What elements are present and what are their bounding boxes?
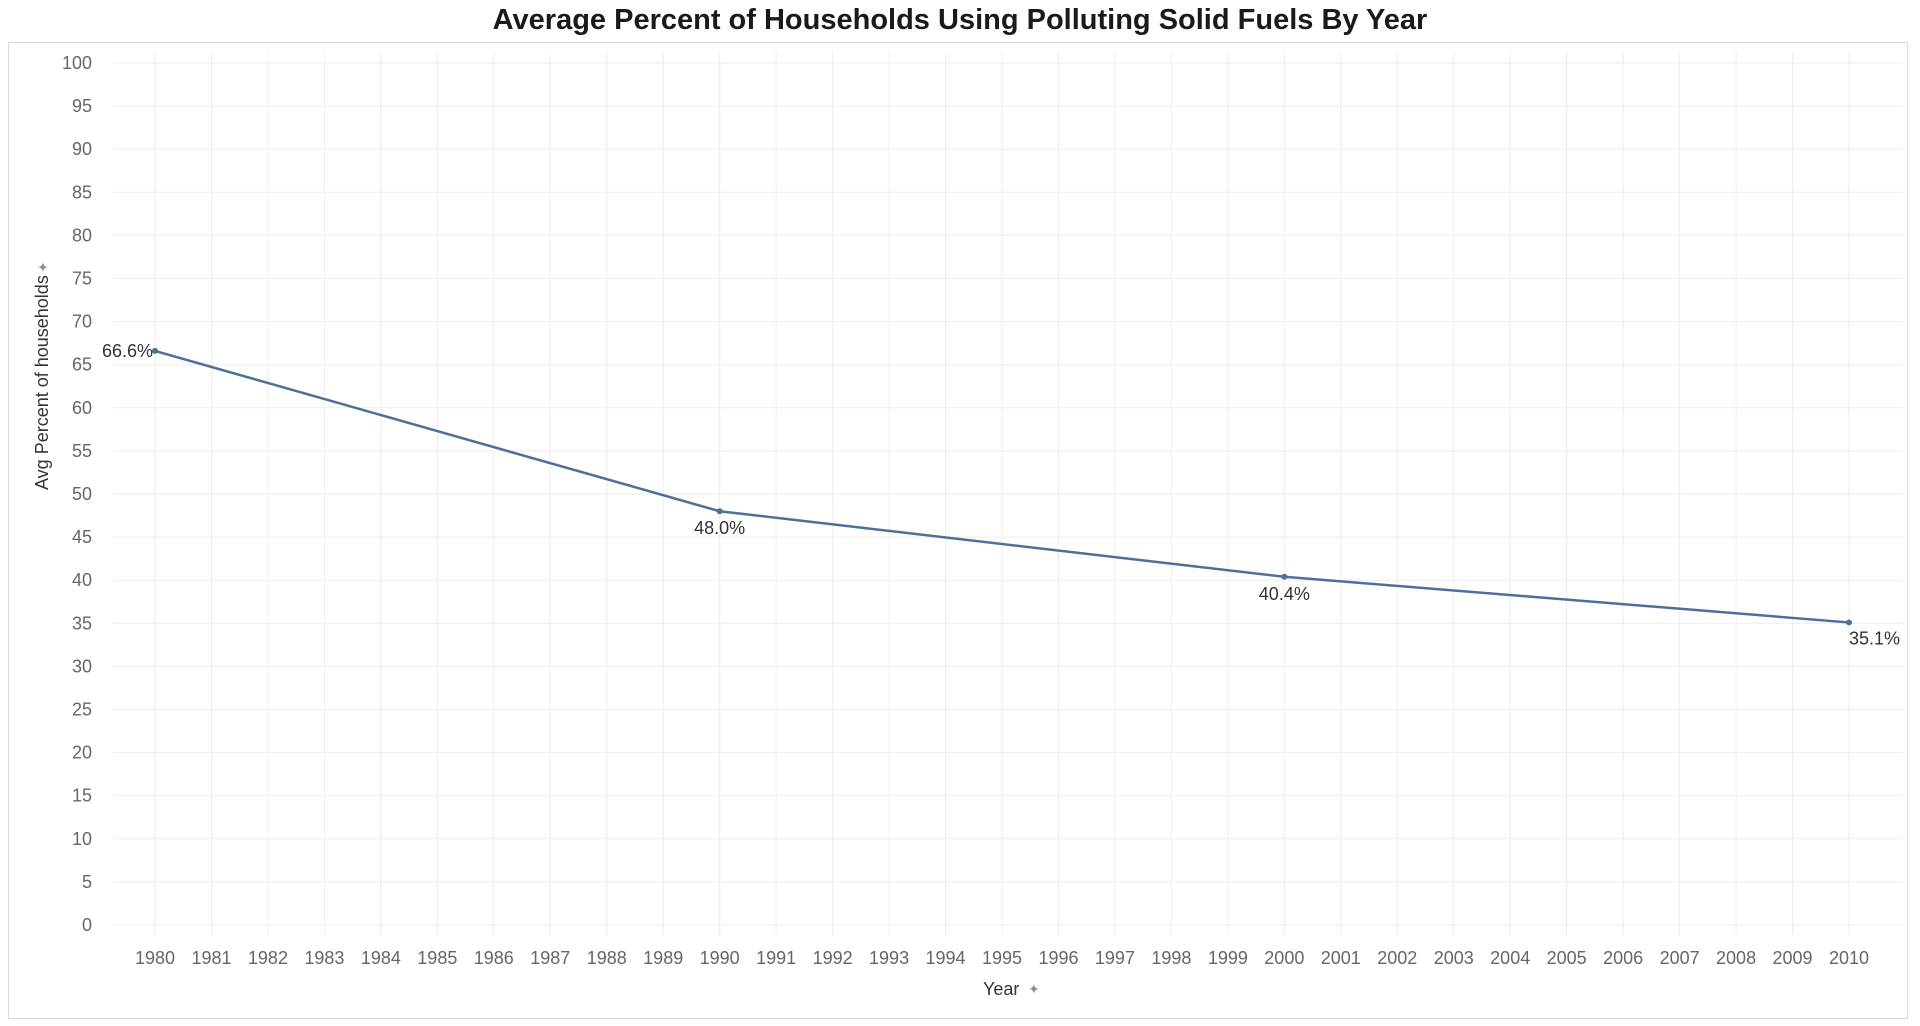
y-tick-label: 50 bbox=[72, 484, 92, 504]
data-label: 48.0% bbox=[694, 518, 745, 538]
x-tick-label: 2003 bbox=[1434, 948, 1474, 968]
x-tick-label: 1991 bbox=[756, 948, 796, 968]
y-tick-label: 85 bbox=[72, 182, 92, 202]
y-tick-label: 75 bbox=[72, 269, 92, 289]
x-tick-label: 2010 bbox=[1829, 948, 1869, 968]
x-tick-label: 1981 bbox=[191, 948, 231, 968]
pin-icon[interactable]: ✦ bbox=[35, 261, 51, 273]
x-tick-label: 1982 bbox=[248, 948, 288, 968]
x-tick-label: 1987 bbox=[530, 948, 570, 968]
x-tick-label: 1996 bbox=[1038, 948, 1078, 968]
x-tick-label: 2006 bbox=[1603, 948, 1643, 968]
pin-icon[interactable]: ✦ bbox=[1028, 981, 1040, 997]
y-axis-ticks: 0 5 10 15 20 25 30 35 40 45 50 55 60 65 70 75 80 85 90 95 10… bbox=[62, 53, 92, 935]
x-tick-label: 1984 bbox=[361, 948, 401, 968]
y-tick-label: 45 bbox=[72, 527, 92, 547]
x-tick-label: 2007 bbox=[1660, 948, 1700, 968]
data-label: 40.4% bbox=[1259, 584, 1310, 604]
data-point bbox=[152, 347, 158, 354]
y-tick-label: 10 bbox=[72, 829, 92, 849]
x-tick-label: 1985 bbox=[417, 948, 457, 968]
data-point bbox=[1846, 619, 1852, 626]
x-axis-title-group: Year ✦ bbox=[983, 979, 1040, 999]
y-tick-label: 0 bbox=[82, 915, 92, 935]
x-tick-label: 1994 bbox=[926, 948, 966, 968]
x-tick-label: 2000 bbox=[1264, 948, 1304, 968]
x-tick-label: 1989 bbox=[643, 948, 683, 968]
x-tick-label: 2005 bbox=[1547, 948, 1587, 968]
x-tick-label: 1997 bbox=[1095, 948, 1135, 968]
x-tick-label: 1998 bbox=[1151, 948, 1191, 968]
y-tick-label: 25 bbox=[72, 700, 92, 720]
x-tick-label: 2004 bbox=[1490, 948, 1530, 968]
x-tick-label: 1988 bbox=[587, 948, 627, 968]
series-group bbox=[152, 347, 1852, 626]
x-tick-label: 1983 bbox=[304, 948, 344, 968]
data-point bbox=[716, 508, 723, 515]
y-tick-label: 60 bbox=[72, 398, 92, 418]
y-tick-label: 90 bbox=[72, 139, 92, 159]
y-tick-label: 20 bbox=[72, 743, 92, 763]
y-tick-label: 40 bbox=[72, 570, 92, 590]
y-tick-label: 55 bbox=[72, 441, 92, 461]
data-point bbox=[1281, 573, 1288, 580]
y-tick-label: 5 bbox=[82, 872, 92, 892]
y-tick-label: 15 bbox=[72, 786, 92, 806]
x-tick-label: 2001 bbox=[1321, 948, 1361, 968]
y-tick-label: 95 bbox=[72, 96, 92, 116]
x-tick-label: 1995 bbox=[982, 948, 1022, 968]
x-tick-label: 1980 bbox=[135, 948, 175, 968]
data-label: 35.1% bbox=[1849, 628, 1900, 648]
grid-lines bbox=[113, 52, 1903, 935]
x-tick-label: 1986 bbox=[474, 948, 514, 968]
y-tick-label: 80 bbox=[72, 225, 92, 245]
chart-title: Average Percent of Households Using Poll… bbox=[492, 4, 1428, 36]
x-tick-label: 1999 bbox=[1208, 948, 1248, 968]
y-tick-label: 100 bbox=[62, 53, 92, 73]
x-tick-label: 2009 bbox=[1773, 948, 1813, 968]
y-tick-label: 30 bbox=[72, 656, 92, 676]
x-tick-label: 1990 bbox=[700, 948, 740, 968]
x-axis-title: Year bbox=[983, 979, 1019, 999]
y-tick-label: 65 bbox=[72, 355, 92, 375]
series-line bbox=[154, 349, 1850, 624]
y-axis-title: Avg Percent of households bbox=[32, 275, 52, 490]
x-tick-label: 1993 bbox=[869, 948, 909, 968]
x-tick-label: 2002 bbox=[1377, 948, 1417, 968]
y-tick-label: 35 bbox=[72, 613, 92, 633]
y-axis-title-group: Avg Percent of households ✦ bbox=[32, 261, 52, 490]
x-tick-label: 2008 bbox=[1716, 948, 1756, 968]
chart-frame bbox=[8, 42, 1908, 1019]
x-axis-ticks: 1980 1981 1982 1983 1984 1985 1986 1987 1988 1989… bbox=[135, 948, 1869, 968]
data-label: 66.6% bbox=[102, 341, 153, 361]
x-tick-label: 1992 bbox=[813, 948, 853, 968]
data-labels: 66.6% 48.0% 40.4% 35.1% bbox=[102, 341, 1900, 649]
y-tick-label: 70 bbox=[72, 312, 92, 332]
